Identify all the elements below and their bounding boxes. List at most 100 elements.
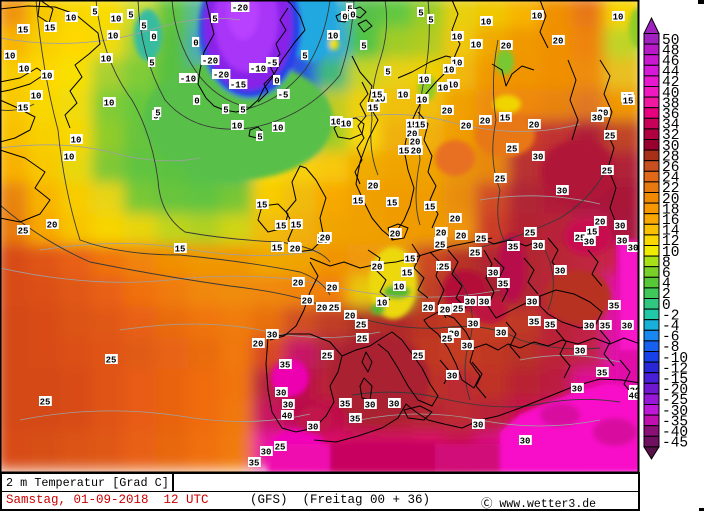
svg-text:42: 42 bbox=[662, 75, 679, 91]
svg-text:30: 30 bbox=[555, 267, 566, 277]
svg-text:20: 20 bbox=[461, 122, 472, 132]
svg-text:10: 10 bbox=[444, 66, 455, 76]
svg-text:-10: -10 bbox=[250, 65, 266, 75]
svg-text:15: 15 bbox=[257, 201, 268, 211]
svg-text:25: 25 bbox=[507, 145, 518, 155]
svg-text:5: 5 bbox=[155, 109, 160, 119]
svg-text:25: 25 bbox=[356, 321, 367, 331]
svg-text:30: 30 bbox=[308, 423, 319, 433]
svg-text:25: 25 bbox=[18, 227, 29, 237]
svg-text:20: 20 bbox=[302, 297, 313, 307]
svg-text:15: 15 bbox=[18, 104, 29, 114]
svg-text:35: 35 bbox=[529, 318, 540, 328]
svg-text:2: 2 bbox=[662, 287, 671, 303]
svg-text:10: 10 bbox=[613, 13, 624, 23]
svg-text:10: 10 bbox=[108, 32, 119, 42]
svg-text:35: 35 bbox=[600, 322, 611, 332]
svg-text:10: 10 bbox=[232, 122, 243, 132]
svg-text:25: 25 bbox=[525, 229, 536, 239]
svg-text:-15: -15 bbox=[230, 81, 246, 91]
svg-text:26: 26 bbox=[662, 160, 679, 176]
svg-text:10: 10 bbox=[377, 299, 388, 309]
svg-text:20: 20 bbox=[501, 42, 512, 52]
svg-text:-5: -5 bbox=[267, 59, 278, 69]
svg-text:10: 10 bbox=[273, 124, 284, 134]
svg-text:-20: -20 bbox=[662, 383, 688, 399]
svg-text:35: 35 bbox=[498, 280, 509, 290]
svg-text:35: 35 bbox=[249, 459, 260, 469]
svg-text:30: 30 bbox=[572, 385, 583, 395]
svg-text:35: 35 bbox=[609, 302, 620, 312]
svg-text:30: 30 bbox=[488, 269, 499, 279]
svg-text:35: 35 bbox=[545, 321, 556, 331]
svg-text:10: 10 bbox=[64, 153, 75, 163]
svg-text:20: 20 bbox=[47, 221, 58, 231]
svg-text:15: 15 bbox=[272, 244, 283, 254]
svg-text:30: 30 bbox=[622, 322, 633, 332]
svg-text:15: 15 bbox=[18, 26, 29, 36]
svg-text:30: 30 bbox=[261, 448, 272, 458]
svg-text:5: 5 bbox=[128, 11, 133, 21]
svg-text:-10: -10 bbox=[180, 75, 196, 85]
svg-text:30: 30 bbox=[365, 401, 376, 411]
svg-text:-20: -20 bbox=[213, 71, 229, 81]
svg-text:16: 16 bbox=[662, 213, 679, 229]
svg-text:5: 5 bbox=[302, 52, 307, 62]
svg-text:25: 25 bbox=[413, 352, 424, 362]
svg-text:20: 20 bbox=[553, 37, 564, 47]
svg-text:20: 20 bbox=[253, 340, 264, 350]
svg-text:10: 10 bbox=[66, 14, 77, 24]
svg-text:-10: -10 bbox=[662, 351, 688, 367]
svg-text:-5: -5 bbox=[278, 91, 289, 101]
svg-text:50: 50 bbox=[662, 33, 679, 49]
svg-text:30: 30 bbox=[283, 401, 294, 411]
svg-text:10: 10 bbox=[111, 15, 122, 25]
svg-text:24: 24 bbox=[662, 171, 679, 187]
svg-text:10: 10 bbox=[71, 136, 82, 146]
svg-text:20: 20 bbox=[440, 306, 451, 316]
svg-text:20: 20 bbox=[410, 138, 421, 148]
svg-text:15: 15 bbox=[587, 228, 598, 238]
svg-text:22: 22 bbox=[662, 181, 679, 197]
svg-text:25: 25 bbox=[495, 175, 506, 185]
svg-text:30: 30 bbox=[276, 389, 287, 399]
svg-text:-8: -8 bbox=[662, 340, 679, 356]
svg-text:30: 30 bbox=[449, 330, 460, 340]
svg-text:10: 10 bbox=[104, 99, 115, 109]
svg-text:30: 30 bbox=[628, 244, 639, 254]
svg-text:12: 12 bbox=[662, 234, 679, 250]
svg-text:-30: -30 bbox=[662, 404, 688, 420]
svg-text:25: 25 bbox=[40, 398, 51, 408]
svg-text:20: 20 bbox=[450, 215, 461, 225]
svg-text:25: 25 bbox=[357, 335, 368, 345]
svg-text:30: 30 bbox=[496, 329, 507, 339]
svg-text:-2: -2 bbox=[662, 308, 679, 324]
svg-text:30: 30 bbox=[584, 322, 595, 332]
svg-text:20: 20 bbox=[423, 304, 434, 314]
svg-text:-20: -20 bbox=[202, 57, 218, 67]
svg-text:30: 30 bbox=[615, 222, 626, 232]
svg-text:4: 4 bbox=[662, 277, 671, 293]
svg-text:0: 0 bbox=[151, 33, 156, 43]
svg-text:10: 10 bbox=[419, 76, 430, 86]
svg-text:30: 30 bbox=[575, 347, 586, 357]
svg-text:25: 25 bbox=[605, 132, 616, 142]
svg-text:10: 10 bbox=[5, 52, 16, 62]
svg-text:-35: -35 bbox=[662, 414, 688, 430]
svg-text:30: 30 bbox=[662, 139, 679, 155]
svg-text:-4: -4 bbox=[662, 319, 679, 335]
svg-text:35: 35 bbox=[350, 415, 361, 425]
svg-text:44: 44 bbox=[662, 65, 679, 81]
svg-text:10: 10 bbox=[19, 65, 30, 75]
svg-text:10: 10 bbox=[438, 84, 449, 94]
svg-text:20: 20 bbox=[436, 229, 447, 239]
svg-text:20: 20 bbox=[662, 192, 679, 208]
svg-text:25: 25 bbox=[322, 352, 333, 362]
svg-text:40: 40 bbox=[662, 86, 679, 102]
svg-text:35: 35 bbox=[508, 243, 519, 253]
svg-text:14: 14 bbox=[662, 224, 679, 240]
svg-text:10: 10 bbox=[452, 59, 463, 69]
svg-text:10: 10 bbox=[328, 32, 339, 42]
svg-text:5: 5 bbox=[223, 106, 228, 116]
svg-text:10: 10 bbox=[375, 95, 386, 105]
